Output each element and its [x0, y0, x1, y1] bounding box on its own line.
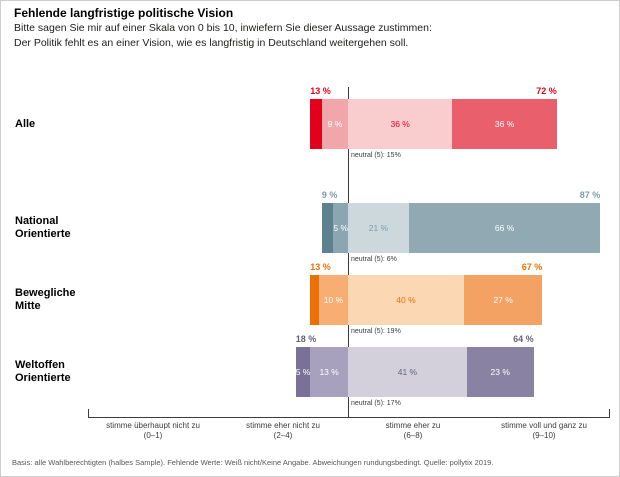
x-axis-label: stimme eher zu (6–8): [347, 421, 479, 441]
bar-segment-6-8: 21 %: [347, 203, 409, 253]
x-axis-label-range: (9–10): [532, 431, 556, 440]
group-label: Weltoffen Orientierte: [15, 359, 71, 385]
bar-row: 10 % 40 % 27 %: [310, 275, 543, 325]
bar-segment-6-8: 36 %: [347, 99, 453, 149]
group-label-line: Alle: [15, 117, 36, 130]
group-label: Bewegliche Mitte: [15, 287, 76, 313]
bar-segment-9-10: 36 %: [452, 99, 557, 149]
bar-segment-2-4: 10 %: [318, 275, 348, 325]
bar-segment-6-8: 40 %: [347, 275, 464, 325]
neutral-label: neutral (5): 6%: [351, 256, 397, 263]
x-axis-label-range: (0–1): [143, 431, 163, 440]
agree-total-label: 64 %: [513, 334, 534, 344]
x-axis-label-text: stimme überhaupt nicht zu: [106, 421, 200, 430]
agree-total-label: 72 %: [536, 86, 557, 96]
x-axis-label-text: stimme eher nicht zu: [246, 421, 320, 430]
neutral-label: neutral (5): 15%: [351, 152, 401, 159]
group-label-line: National: [15, 215, 59, 227]
agree-total-label: 87 %: [579, 190, 601, 200]
bar-row: 9 % 36 % 36 %: [310, 99, 557, 149]
bar-row: 5 % 13 % 41 % 23 %: [296, 347, 534, 397]
group-label-line: Weltoffen: [15, 359, 65, 371]
chart-title: Fehlende langfristige politische Vision: [14, 6, 234, 20]
chart-subtitle-line2: Der Politik fehlt es an einer Vision, wi…: [14, 37, 409, 49]
x-axis-label: stimme eher nicht zu (2–4): [217, 421, 349, 441]
disagree-total-label: 13 %: [310, 86, 331, 96]
group-label: Alle: [15, 118, 35, 131]
x-axis-label-text: stimme voll und ganz zu: [501, 421, 587, 430]
chart-subtitle-line1: Bitte sagen Sie mir auf einer Skala von …: [14, 22, 432, 34]
group-label-line: Mitte: [15, 300, 41, 312]
bar-segment-0-1: 5 %: [296, 347, 310, 397]
bar-segment-6-8: 41 %: [347, 347, 467, 397]
x-axis-label-range: (6–8): [403, 431, 423, 440]
x-axis-label: stimme voll und ganz zu (9–10): [478, 421, 610, 441]
neutral-label: neutral (5): 19%: [351, 328, 401, 335]
disagree-total-label: 13 %: [310, 262, 331, 272]
bar-segment-0-1: [310, 99, 322, 149]
group-label-line: Orientierte: [15, 228, 71, 240]
x-axis-tick-left: [88, 409, 89, 418]
group-label-line: Bewegliche: [15, 287, 76, 299]
bar-segment-2-4: 13 %: [310, 347, 348, 397]
bar-segment-2-4: 5 %: [333, 203, 348, 253]
group-label: National Orientierte: [15, 215, 71, 241]
bar-segment-9-10: 66 %: [408, 203, 601, 253]
disagree-total-label: 18 %: [295, 334, 317, 344]
x-axis-label-range: (2–4): [273, 431, 293, 440]
x-axis-label: stimme überhaupt nicht zu (0–1): [87, 421, 219, 441]
bar-segment-2-4: 9 %: [321, 99, 348, 149]
source-note: Basis: alle Wahlberechtigten (halbes Sam…: [12, 458, 494, 467]
bar-row: 5 % 21 % 66 %: [321, 203, 601, 253]
bar-segment-0-1: [310, 275, 319, 325]
neutral-label: neutral (5): 17%: [351, 400, 401, 407]
bar-segment-9-10: 23 %: [466, 347, 534, 397]
x-axis-tick-right: [609, 409, 610, 418]
agree-total-label: 67 %: [521, 262, 543, 272]
x-axis-tick-middle: [348, 409, 349, 418]
x-axis-label-text: stimme eher zu: [385, 421, 441, 430]
disagree-total-label: 9 %: [321, 190, 338, 200]
bar-segment-9-10: 27 %: [463, 275, 543, 325]
bar-segment-0-1: [321, 203, 334, 253]
group-label-line: Orientierte: [15, 372, 71, 384]
